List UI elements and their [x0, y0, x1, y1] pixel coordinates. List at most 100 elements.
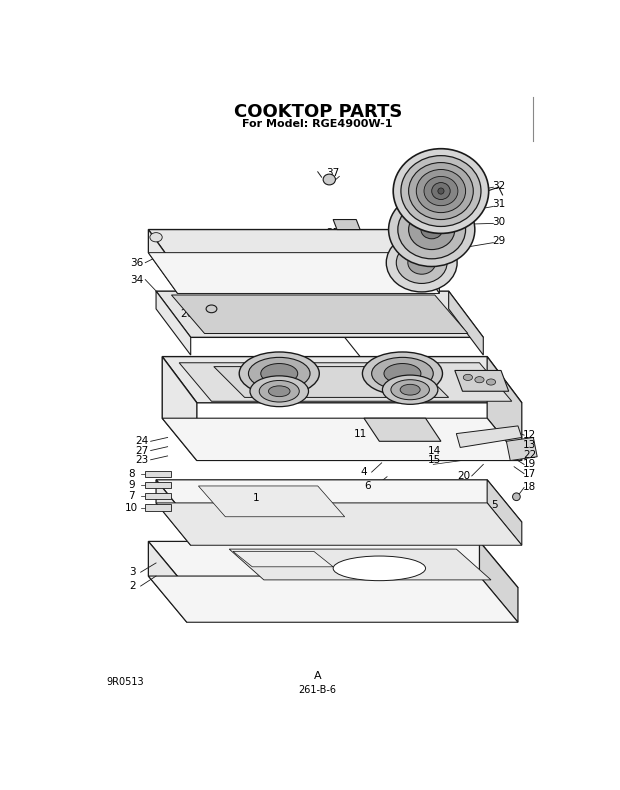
Polygon shape	[148, 230, 177, 293]
Polygon shape	[229, 549, 491, 580]
Text: 24: 24	[136, 436, 149, 446]
Ellipse shape	[150, 232, 162, 242]
Ellipse shape	[475, 377, 484, 383]
Text: 11: 11	[353, 429, 366, 438]
Polygon shape	[148, 541, 187, 623]
Text: 8: 8	[128, 468, 135, 479]
Text: 9: 9	[128, 480, 135, 490]
Text: 36: 36	[130, 258, 143, 268]
Ellipse shape	[438, 188, 444, 194]
Ellipse shape	[393, 149, 489, 233]
Text: 18: 18	[523, 483, 536, 492]
Ellipse shape	[239, 352, 319, 395]
Polygon shape	[455, 371, 508, 391]
Polygon shape	[162, 356, 197, 461]
Text: A: A	[314, 672, 322, 681]
Polygon shape	[156, 292, 484, 337]
Polygon shape	[156, 503, 522, 545]
Ellipse shape	[396, 242, 447, 284]
Ellipse shape	[401, 156, 481, 227]
Text: 6: 6	[365, 481, 371, 491]
Ellipse shape	[400, 384, 420, 395]
Ellipse shape	[323, 174, 335, 185]
Text: 261-B-6: 261-B-6	[299, 685, 337, 695]
Polygon shape	[179, 363, 512, 401]
Text: 23: 23	[136, 455, 149, 465]
Text: 25: 25	[327, 228, 340, 239]
Ellipse shape	[383, 375, 438, 404]
Text: 35: 35	[340, 304, 353, 314]
Polygon shape	[144, 505, 172, 510]
Text: 2: 2	[130, 581, 136, 591]
Ellipse shape	[259, 381, 299, 402]
Polygon shape	[148, 576, 518, 623]
Text: 12: 12	[523, 430, 536, 440]
Text: 20: 20	[458, 471, 471, 481]
Ellipse shape	[463, 374, 472, 381]
Ellipse shape	[206, 305, 217, 313]
Polygon shape	[364, 418, 441, 442]
Polygon shape	[156, 480, 522, 522]
Polygon shape	[172, 295, 468, 333]
Text: 13: 13	[523, 440, 536, 450]
Polygon shape	[148, 541, 518, 588]
Ellipse shape	[398, 201, 466, 259]
Polygon shape	[456, 426, 522, 447]
Text: 34: 34	[130, 275, 143, 284]
Text: 17: 17	[523, 468, 536, 479]
Polygon shape	[487, 480, 522, 545]
Polygon shape	[144, 482, 172, 488]
Text: 22: 22	[523, 450, 536, 460]
Ellipse shape	[268, 386, 290, 397]
Ellipse shape	[421, 220, 443, 239]
Polygon shape	[410, 230, 440, 293]
Text: 37: 37	[327, 168, 340, 179]
Ellipse shape	[261, 363, 298, 384]
Ellipse shape	[409, 163, 473, 220]
Text: 7: 7	[128, 491, 135, 501]
Text: For Model: RGE4900W-1: For Model: RGE4900W-1	[242, 119, 393, 129]
Ellipse shape	[391, 380, 430, 400]
Ellipse shape	[386, 233, 457, 292]
Polygon shape	[449, 292, 484, 355]
Ellipse shape	[250, 376, 309, 407]
Ellipse shape	[389, 193, 475, 266]
Ellipse shape	[432, 182, 450, 200]
Text: 27: 27	[136, 446, 149, 456]
Polygon shape	[162, 356, 522, 403]
Text: 4: 4	[361, 467, 367, 477]
Text: 32: 32	[492, 181, 505, 190]
Polygon shape	[507, 438, 537, 461]
Ellipse shape	[363, 352, 443, 395]
Polygon shape	[479, 541, 518, 623]
Polygon shape	[214, 367, 449, 397]
Text: 31: 31	[492, 199, 505, 209]
Polygon shape	[148, 230, 440, 270]
Text: 14: 14	[428, 446, 441, 456]
Polygon shape	[156, 480, 191, 545]
Text: 15: 15	[428, 455, 441, 465]
Ellipse shape	[408, 251, 436, 274]
Polygon shape	[487, 356, 522, 461]
Ellipse shape	[384, 363, 421, 384]
Ellipse shape	[371, 357, 433, 389]
Ellipse shape	[333, 556, 425, 581]
Polygon shape	[156, 292, 191, 355]
Text: 19: 19	[523, 460, 536, 469]
Ellipse shape	[416, 170, 466, 213]
Polygon shape	[333, 220, 360, 230]
Ellipse shape	[486, 379, 495, 385]
Polygon shape	[144, 493, 172, 499]
Ellipse shape	[424, 176, 458, 205]
Text: COOKTOP PARTS: COOKTOP PARTS	[234, 103, 402, 121]
Ellipse shape	[513, 493, 520, 501]
Text: 29: 29	[492, 236, 505, 246]
Text: 26: 26	[180, 309, 193, 319]
Text: 30: 30	[492, 216, 505, 227]
Text: 5: 5	[492, 500, 498, 510]
Text: 3: 3	[130, 567, 136, 577]
Ellipse shape	[409, 209, 455, 250]
Polygon shape	[233, 551, 333, 566]
Text: 1: 1	[253, 492, 259, 502]
Polygon shape	[198, 486, 345, 517]
